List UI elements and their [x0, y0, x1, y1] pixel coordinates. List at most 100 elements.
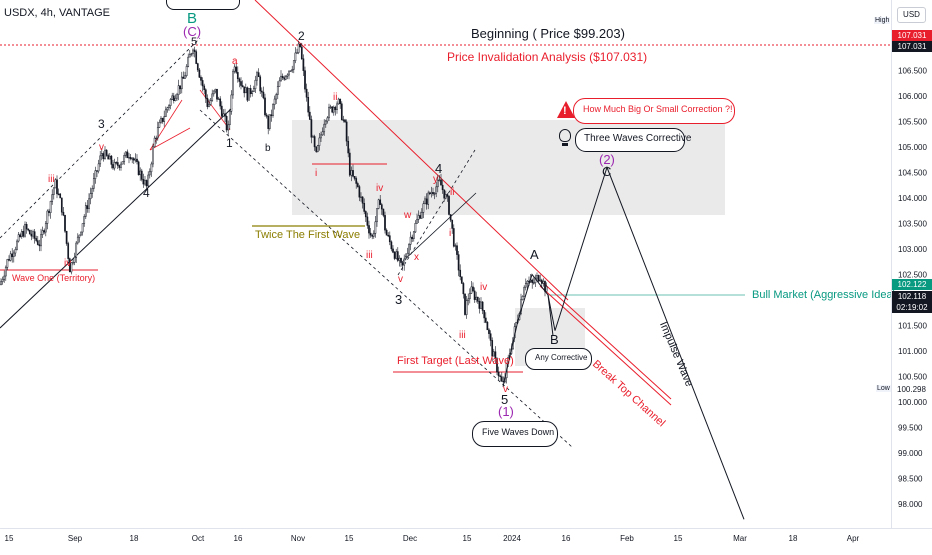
candle-body — [137, 161, 140, 176]
candle-body — [292, 60, 295, 70]
candle-body — [371, 234, 374, 237]
candle-body — [225, 116, 228, 131]
candle-body — [89, 193, 92, 200]
candle-body — [456, 245, 458, 255]
candle-body — [118, 165, 121, 168]
five-waves-callout — [472, 421, 558, 447]
candle-body — [230, 94, 233, 112]
price-tick-label: 103.000 — [898, 245, 927, 254]
time-axis-divider — [0, 528, 932, 529]
candle-body — [152, 146, 154, 165]
candle-body — [46, 210, 49, 224]
twice-first-label: Twice The First Wave — [255, 229, 361, 241]
candle-body — [36, 240, 39, 245]
price-tag-current: 102.122 — [892, 279, 932, 290]
candle-body — [440, 179, 442, 186]
candle-body — [350, 170, 353, 176]
wave-label-y-dec: y — [433, 174, 438, 185]
time-tick-label: 2024 — [503, 534, 521, 543]
candle-body — [384, 215, 386, 231]
candle-body — [244, 87, 247, 94]
price-tick-label: 104.000 — [898, 194, 927, 203]
candle-body — [124, 151, 127, 156]
candle-body — [470, 286, 473, 294]
candle-body — [220, 105, 223, 117]
wave-label-5-top: 5 — [191, 36, 198, 48]
candle-body — [454, 245, 457, 247]
candle-body — [476, 296, 479, 302]
candle-body — [444, 194, 447, 199]
candle-body — [254, 79, 257, 89]
candle-body — [296, 52, 298, 54]
candle-body — [155, 137, 158, 140]
candle-body — [329, 106, 332, 108]
candle-body — [163, 116, 166, 122]
wave-label-2-top: 2 — [298, 29, 305, 43]
candle-body — [136, 158, 138, 163]
candle-body — [331, 106, 334, 113]
candle-body — [428, 192, 431, 195]
candle-body — [520, 299, 522, 314]
candle-body — [192, 49, 194, 54]
candle-body — [260, 90, 263, 93]
first-target-label: First Target (Last Wave) — [397, 355, 514, 367]
candle-body — [379, 199, 382, 205]
wave-label-iv-left: iv — [64, 258, 72, 269]
price-axis[interactable]: 106.500 106.000 105.500 105.000 104.500 104.0… — [898, 67, 927, 510]
candle-body — [475, 296, 478, 300]
correction-question-label: How Much Big Or Small Correction ?! — [583, 104, 733, 114]
candle-body — [280, 75, 282, 82]
oct-wedge-1 — [149, 127, 191, 151]
time-tick-label: Apr — [847, 534, 860, 543]
candle-body — [369, 232, 372, 236]
candle-body — [401, 262, 404, 266]
candle-body — [259, 76, 262, 92]
time-tick-label: 15 — [5, 534, 14, 543]
wave-one-label: Wave One (Territory) — [12, 273, 96, 283]
candle-body — [318, 137, 321, 146]
candle-body — [360, 196, 362, 198]
wave-label-B-green: B — [187, 10, 198, 27]
candle-body — [62, 211, 65, 216]
candle-body — [478, 301, 481, 309]
candle-body — [105, 149, 108, 156]
wave-label-1-oct: 1 — [226, 136, 233, 150]
wave-label-v-nov: v — [398, 274, 403, 285]
candle-body — [44, 223, 47, 233]
candle-body — [128, 157, 130, 159]
candle-body — [12, 252, 15, 257]
candle-body — [320, 134, 322, 139]
candle-body — [272, 104, 274, 116]
candle-body — [297, 43, 300, 53]
candle-body — [76, 236, 79, 244]
candle-body — [96, 170, 98, 172]
candle-body — [312, 136, 314, 138]
candle-body — [524, 283, 527, 288]
candle-body — [35, 238, 38, 241]
candle-body — [121, 161, 124, 165]
candle-body — [228, 110, 231, 126]
symbol-title[interactable]: USDX, 4h, VANTAGE — [4, 7, 110, 19]
candle-body — [195, 51, 198, 64]
currency-label[interactable]: USD — [897, 7, 926, 23]
wave-label-4-left: 4 — [143, 186, 150, 200]
candle-body — [419, 215, 422, 219]
candle-body — [177, 85, 180, 95]
candle-body — [171, 95, 174, 100]
candle-body — [396, 251, 399, 261]
candle-body — [300, 46, 303, 60]
time-axis[interactable]: 15 Sep 18 Oct 16 Nov 15 Dec 15 2024 16 Feb 15 Mar 18 Ap… — [5, 534, 860, 543]
candle-body — [468, 293, 471, 300]
candle-body — [376, 208, 378, 223]
candle-body — [417, 215, 420, 220]
candle-body — [443, 189, 446, 199]
time-tick-label: 15 — [674, 534, 683, 543]
candle-body — [248, 88, 250, 101]
candle-body — [140, 170, 143, 180]
candle-body — [115, 162, 118, 164]
candle-body — [19, 234, 22, 237]
candle-body — [433, 193, 436, 195]
candle-body — [236, 72, 239, 80]
candle-body — [216, 88, 218, 100]
